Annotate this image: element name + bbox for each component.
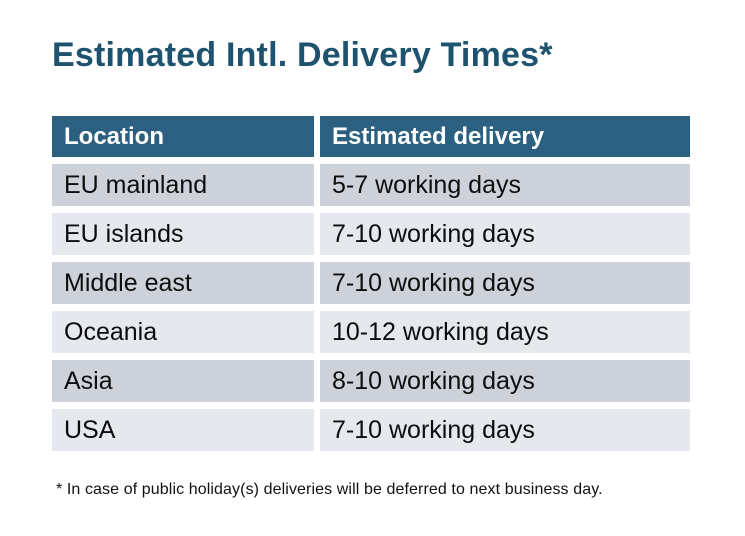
location-cell: EU mainland bbox=[52, 164, 314, 206]
delivery-cell: 7-10 working days bbox=[320, 409, 690, 451]
column-header-estimated-delivery: Estimated delivery bbox=[320, 116, 690, 157]
location-cell: Asia bbox=[52, 360, 314, 402]
footnote: * In case of public holiday(s) deliverie… bbox=[56, 481, 603, 498]
delivery-times-table: Location Estimated delivery EU mainland … bbox=[52, 116, 690, 451]
location-cell: Oceania bbox=[52, 311, 314, 353]
delivery-cell: 5-7 working days bbox=[320, 164, 690, 206]
page-title: Estimated Intl. Delivery Times* bbox=[52, 36, 553, 74]
delivery-cell: 7-10 working days bbox=[320, 262, 690, 304]
delivery-cell: 8-10 working days bbox=[320, 360, 690, 402]
location-cell: Middle east bbox=[52, 262, 314, 304]
column-header-location: Location bbox=[52, 116, 314, 157]
delivery-cell: 10-12 working days bbox=[320, 311, 690, 353]
delivery-cell: 7-10 working days bbox=[320, 213, 690, 255]
location-cell: EU islands bbox=[52, 213, 314, 255]
location-cell: USA bbox=[52, 409, 314, 451]
